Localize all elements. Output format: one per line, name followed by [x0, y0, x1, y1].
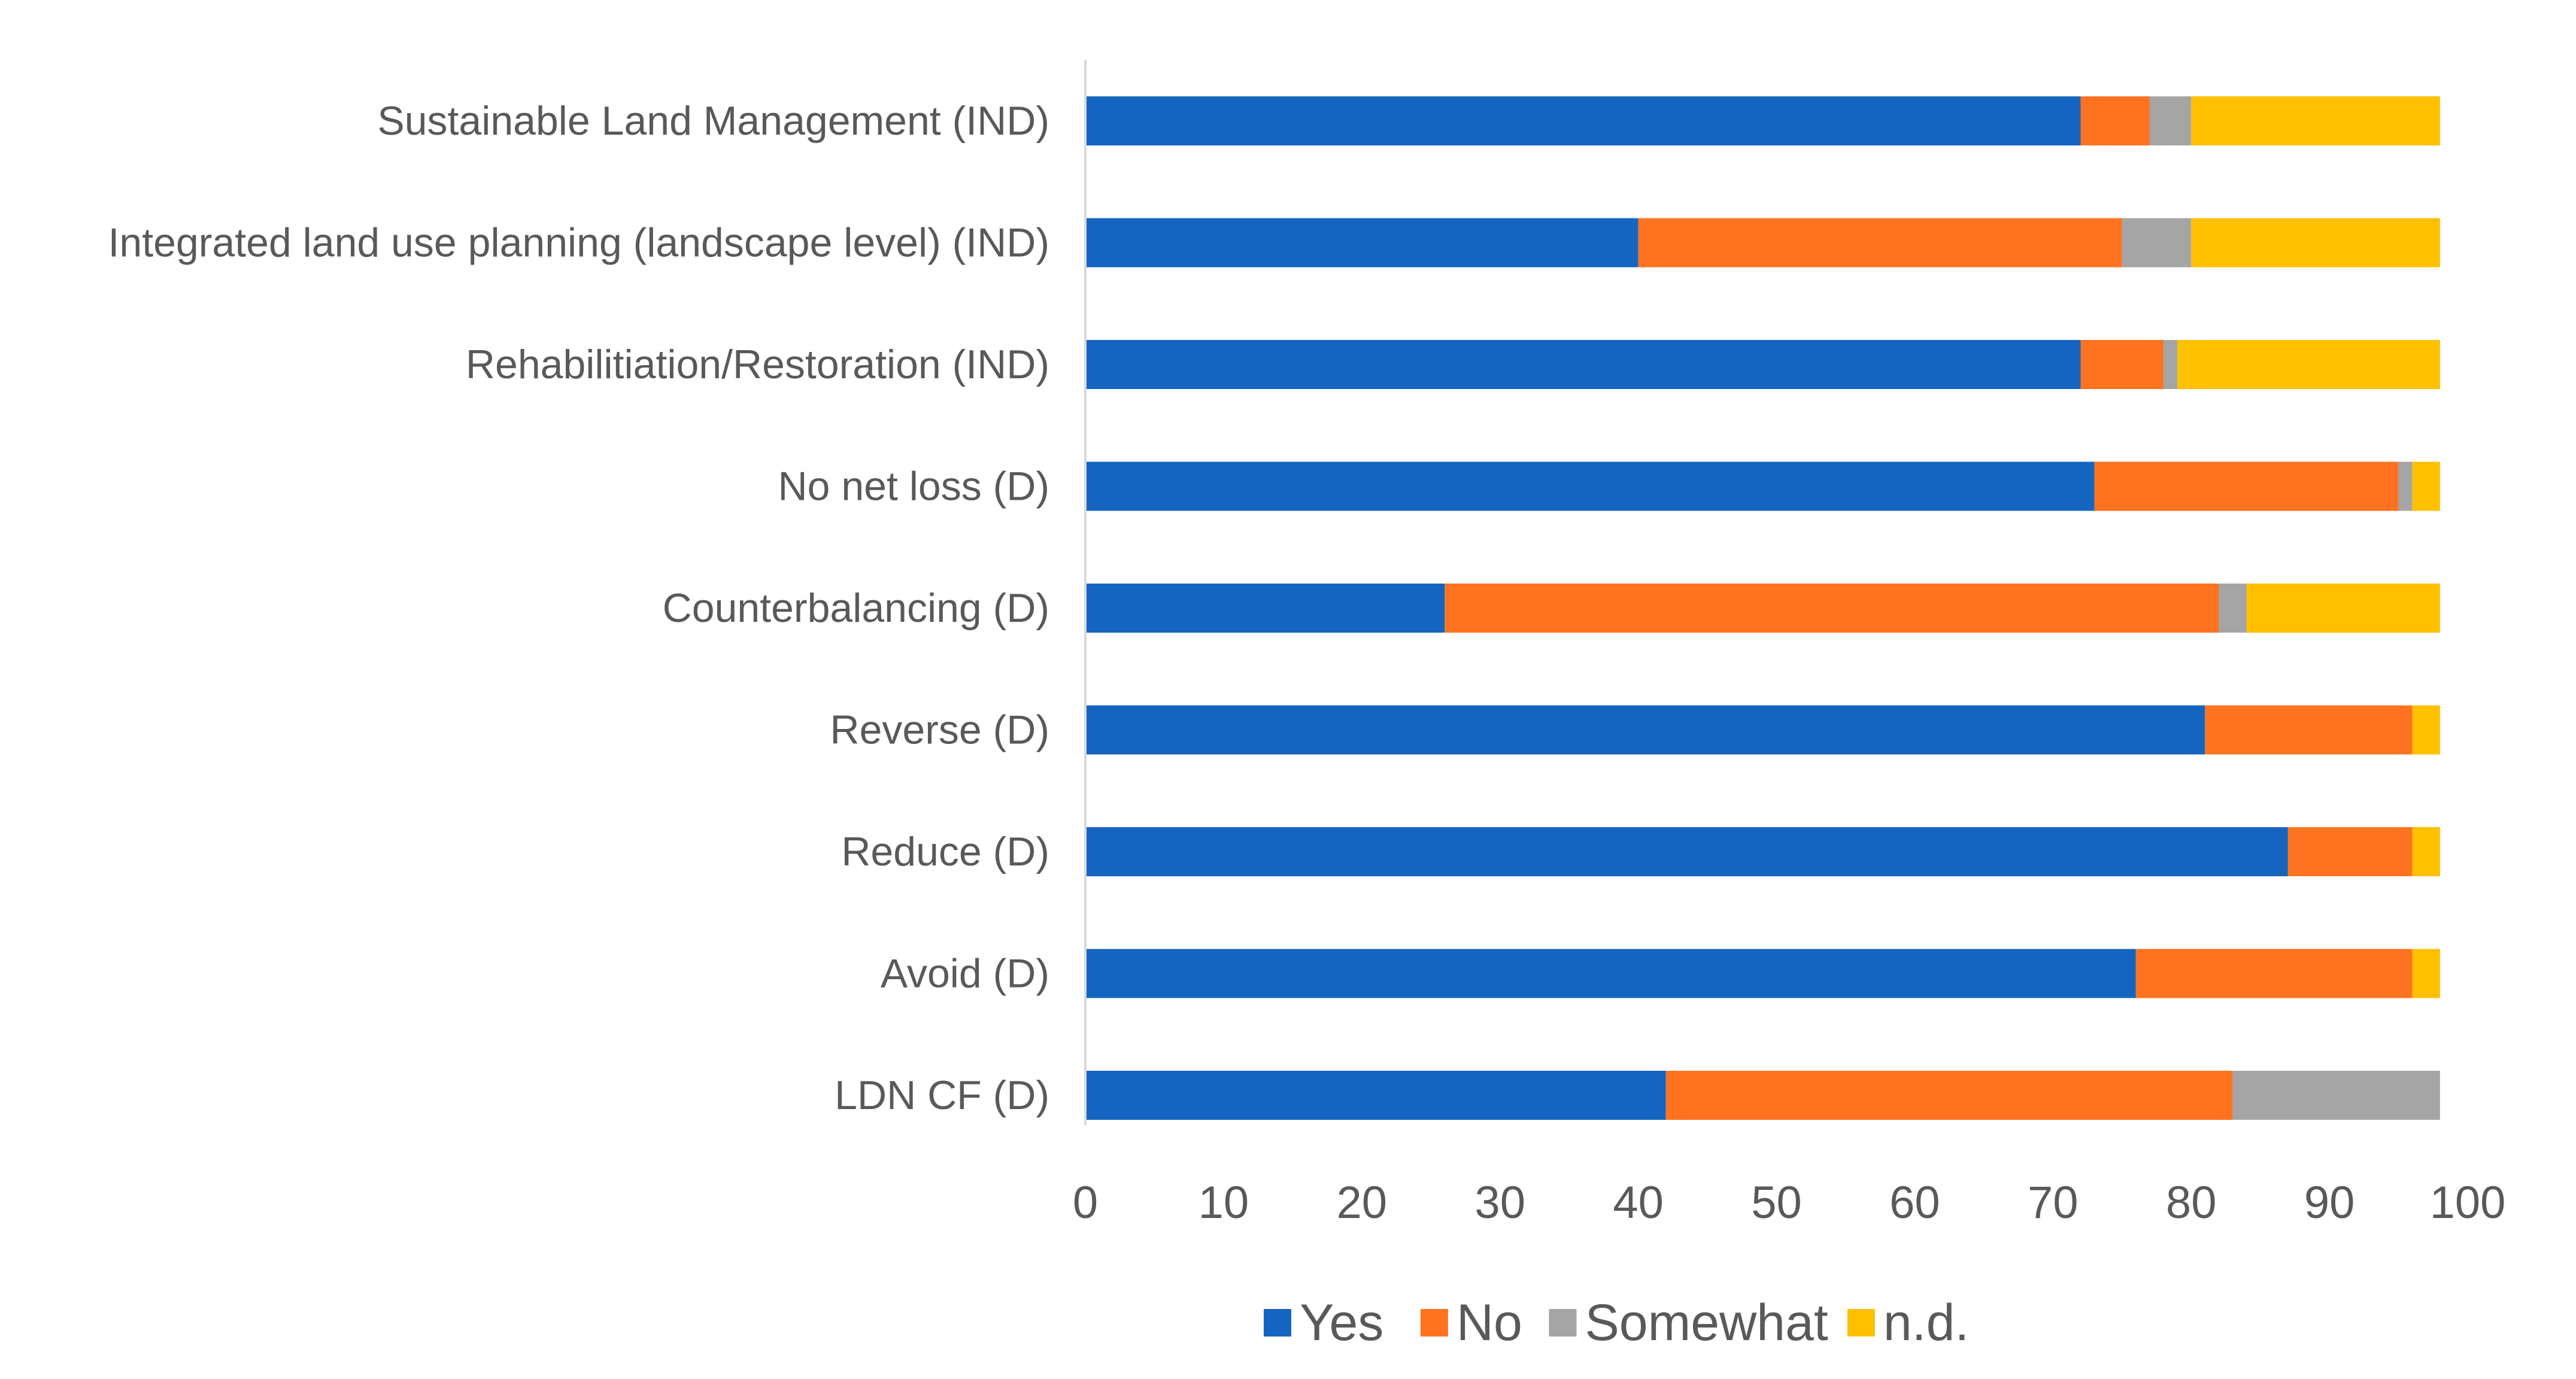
bar-segment-n-d-reverse-d — [2412, 705, 2440, 755]
bar-segment-n-d-integrated-land-use-planning-landscape-level-ind — [2191, 218, 2440, 268]
bar-segment-no-reduce-d — [2287, 827, 2413, 876]
bar-segment-no-integrated-land-use-planning-landscape-level-ind — [1638, 218, 2122, 268]
bar-segment-no-sustainable-land-management-ind — [2080, 96, 2150, 145]
x-tick-label: 60 — [1889, 1177, 1940, 1228]
bar-segment-no-ldn-cf-d — [1665, 1071, 2233, 1120]
x-tick-label: 70 — [2028, 1177, 2079, 1228]
bar-segment-yes-counterbalancing-d — [1085, 584, 1445, 633]
legend-item-n-d: n.d. — [1847, 1294, 1969, 1351]
bar-segment-yes-reduce-d — [1085, 827, 2288, 876]
legend-item-yes: Yes — [1263, 1294, 1383, 1351]
bar-segment-somewhat-rehabilitiation-restoration-ind — [2164, 340, 2178, 389]
legend: Yes No Somewhat n.d. — [1263, 1294, 1969, 1351]
x-axis-ticks: 0 10 20 30 40 50 60 70 80 90 100 — [1073, 1177, 2506, 1228]
x-tick-label: 30 — [1474, 1177, 1525, 1228]
bar-segment-yes-ldn-cf-d — [1085, 1071, 1666, 1120]
bar-segment-somewhat-no-net-loss-d — [2398, 461, 2413, 511]
bar-segment-no-avoid-d — [2135, 949, 2413, 998]
x-tick-label: 80 — [2166, 1177, 2217, 1228]
bar-segment-no-reverse-d — [2205, 705, 2413, 755]
category-label: Counterbalancing (D) — [663, 585, 1049, 631]
category-label: Integrated land use planning (landscape … — [108, 220, 1049, 266]
legend-label-n-d: n.d. — [1883, 1294, 1969, 1351]
x-tick-label: 50 — [1751, 1177, 1802, 1228]
category-label: Rehabilitiation/Restoration (IND) — [466, 342, 1049, 387]
bar-segment-yes-reverse-d — [1085, 705, 2205, 755]
bar-segment-yes-no-net-loss-d — [1085, 461, 2095, 511]
legend-swatch-yes — [1263, 1309, 1291, 1337]
legend-swatch-somewhat — [1549, 1309, 1577, 1337]
category-label: LDN CF (D) — [835, 1073, 1049, 1118]
bar-segment-yes-sustainable-land-management-ind — [1085, 96, 2081, 145]
bar-segment-somewhat-counterbalancing-d — [2219, 584, 2247, 633]
legend-item-somewhat: Somewhat — [1549, 1294, 1828, 1351]
legend-swatch-no — [1420, 1309, 1448, 1337]
bar-segment-yes-integrated-land-use-planning-landscape-level-ind — [1085, 218, 1639, 268]
category-label: Reduce (D) — [841, 829, 1049, 874]
x-tick-label: 10 — [1199, 1177, 1249, 1228]
category-label: Reverse (D) — [830, 707, 1050, 753]
bar-segment-n-d-no-net-loss-d — [2412, 461, 2440, 511]
category-label: Sustainable Land Management (IND) — [377, 98, 1049, 144]
category-labels: Sustainable Land Management (IND) Integra… — [108, 98, 1049, 1118]
x-tick-label: 100 — [2430, 1177, 2506, 1228]
x-tick-label: 20 — [1337, 1177, 1388, 1228]
x-tick-label: 40 — [1613, 1177, 1664, 1228]
bar-segment-yes-avoid-d — [1085, 949, 2136, 998]
bar-segment-n-d-rehabilitiation-restoration-ind — [2177, 340, 2440, 389]
legend-item-no: No — [1420, 1294, 1522, 1351]
bar-segment-no-rehabilitiation-restoration-ind — [2080, 340, 2164, 389]
legend-label-somewhat: Somewhat — [1585, 1294, 1828, 1351]
bar-segment-somewhat-ldn-cf-d — [2232, 1071, 2440, 1120]
bar-segment-n-d-counterbalancing-d — [2246, 584, 2440, 633]
bars-layer — [1085, 96, 2440, 1120]
bar-segment-yes-rehabilitiation-restoration-ind — [1085, 340, 2081, 389]
bar-segment-somewhat-sustainable-land-management-ind — [2149, 96, 2192, 145]
bar-segment-somewhat-integrated-land-use-planning-landscape-level-ind — [2122, 218, 2192, 268]
x-tick-label: 0 — [1073, 1177, 1098, 1228]
category-label: Avoid (D) — [881, 951, 1049, 997]
x-tick-label: 90 — [2304, 1177, 2355, 1228]
legend-label-yes: Yes — [1300, 1294, 1383, 1351]
bar-segment-n-d-sustainable-land-management-ind — [2191, 96, 2440, 145]
bar-segment-no-no-net-loss-d — [2094, 461, 2399, 511]
bar-segment-n-d-reduce-d — [2412, 827, 2440, 876]
category-label: No net loss (D) — [778, 464, 1049, 509]
legend-swatch-n-d — [1847, 1309, 1875, 1337]
legend-label-no: No — [1457, 1294, 1522, 1351]
bar-segment-no-counterbalancing-d — [1445, 584, 2219, 633]
bar-segment-n-d-avoid-d — [2412, 949, 2440, 998]
